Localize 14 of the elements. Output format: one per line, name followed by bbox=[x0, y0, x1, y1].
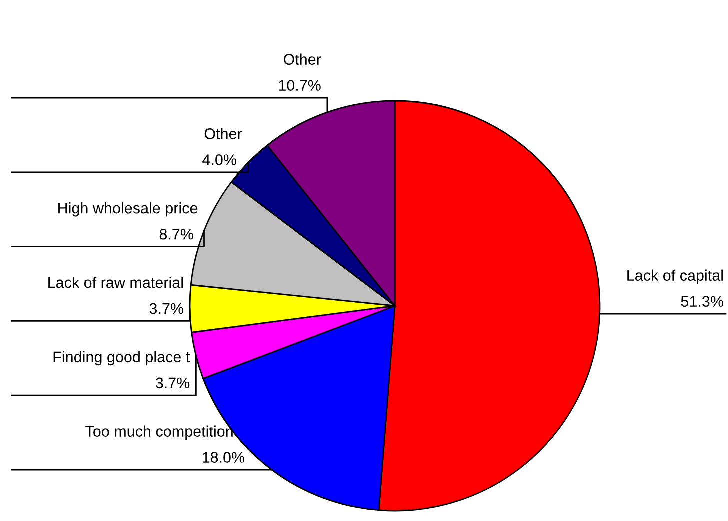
data-label: 18.0% bbox=[202, 452, 245, 463]
slice-label: Lack of capital bbox=[628, 270, 723, 284]
data-label: 4.0% bbox=[202, 154, 236, 166]
data-label: 10.7% bbox=[279, 80, 321, 91]
data-label: 51.3% bbox=[681, 296, 724, 308]
slice-label: High wholesale price bbox=[58, 202, 198, 217]
slice-label: Other bbox=[284, 54, 322, 65]
data-label: 3.7% bbox=[156, 378, 190, 389]
slice-label: Too much competition bbox=[86, 426, 233, 440]
data-label: 8.7% bbox=[160, 228, 194, 240]
slice-label: Finding good place t bbox=[54, 351, 190, 366]
data-label: 3.7% bbox=[150, 303, 184, 314]
slice-label: Lack of raw material bbox=[48, 276, 184, 288]
slice-label: Other bbox=[204, 128, 242, 140]
